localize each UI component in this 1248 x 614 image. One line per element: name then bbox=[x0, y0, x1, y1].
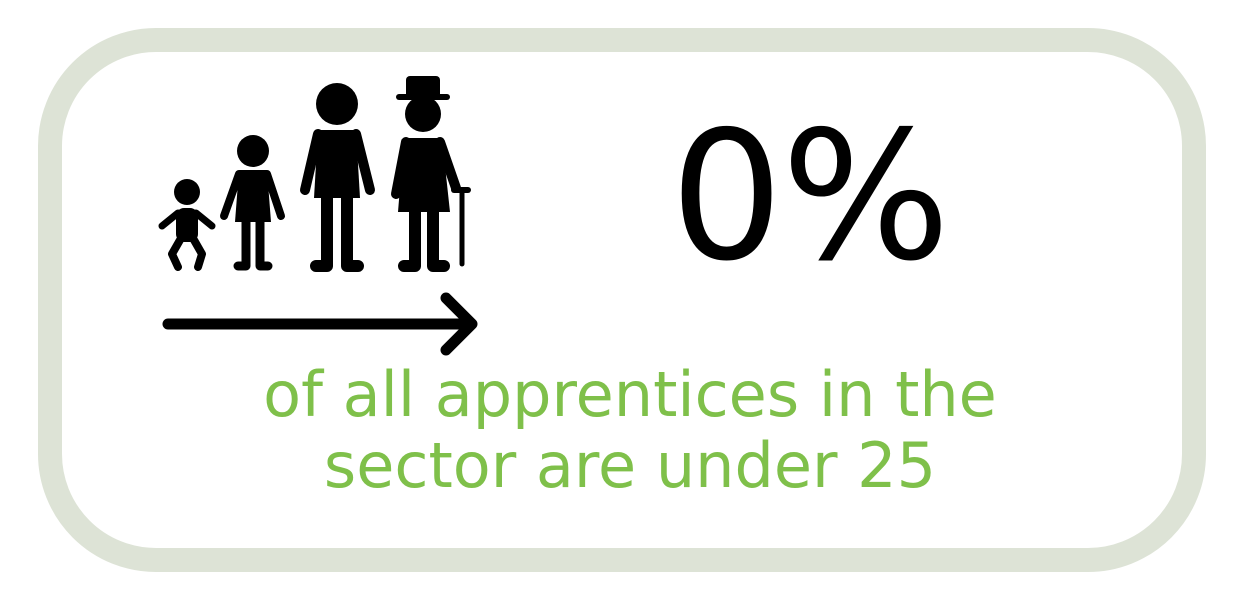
caption-line-2: sector are under 25 bbox=[323, 428, 937, 502]
stat-value: 0% bbox=[670, 93, 950, 300]
stat-card bbox=[38, 28, 1206, 572]
age-progression-icon bbox=[150, 66, 500, 366]
caption-line-1: of all apprentices in the bbox=[263, 358, 997, 431]
stat-caption: of all apprentices in the sector are und… bbox=[180, 358, 1080, 502]
